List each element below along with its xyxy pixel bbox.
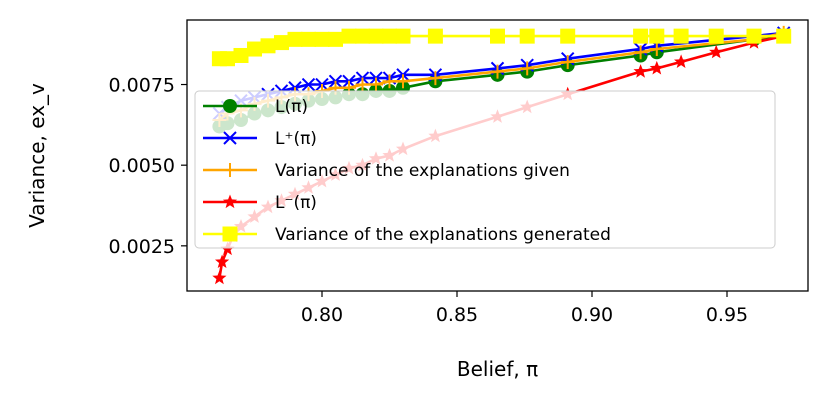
- series-3-point: [520, 61, 535, 76]
- legend-label: L(π): [275, 97, 308, 117]
- series-3-point: [560, 54, 575, 69]
- series-3-point: [382, 74, 397, 89]
- series-5-point: [708, 28, 724, 44]
- y-tick-label: 0.0025: [109, 236, 175, 258]
- series-3-point: [396, 74, 410, 89]
- series-5-point: [220, 51, 235, 67]
- x-tick-label: 0.90: [571, 304, 613, 326]
- series-5-point: [746, 28, 762, 44]
- legend-entry: Variance of the explanations given: [203, 161, 570, 181]
- legend-marker: [222, 194, 238, 209]
- x-axis-label: Belief, π: [457, 357, 538, 381]
- series-5-point: [328, 31, 343, 47]
- series-4-point: [215, 254, 230, 268]
- y-tick-label: 0.0050: [109, 155, 175, 177]
- series-3-point: [369, 77, 383, 92]
- series-3-point: [649, 42, 664, 57]
- legend-entry: Variance of the explanations generated: [203, 225, 611, 245]
- legend-marker: [222, 226, 238, 242]
- series-5-point: [633, 28, 649, 44]
- series-3-point: [490, 64, 505, 79]
- legend-label: Variance of the explanations generated: [275, 225, 611, 245]
- y-axis-ticks: 0.0025 0.0050 0.0075: [109, 75, 187, 258]
- series-5-point: [560, 28, 576, 44]
- legend-label: Variance of the explanations given: [275, 161, 570, 181]
- legend-label: L⁺(π): [275, 129, 317, 149]
- series-5-point: [649, 28, 665, 44]
- series-4-point: [212, 270, 227, 285]
- series-5-point: [368, 28, 384, 44]
- series-5-point: [776, 28, 792, 44]
- legend: L(π) L⁺(π) Variance of the explanations gi…: [194, 90, 776, 249]
- series-4-point: [649, 60, 664, 75]
- series-5-point: [355, 28, 370, 44]
- series-5-point: [490, 28, 505, 44]
- legend-marker: [223, 99, 237, 113]
- plot-frame: [186, 19, 809, 292]
- series-5-point: [314, 31, 330, 47]
- legend-box: [194, 90, 776, 249]
- series-5-point: [673, 28, 689, 44]
- series-4-point: [709, 44, 724, 59]
- legend-label: L⁻(π): [275, 193, 317, 213]
- legend-marker: [223, 163, 237, 177]
- legend-entry: L⁺(π): [203, 129, 317, 149]
- series-5-point: [427, 28, 443, 44]
- x-axis-ticks: 0.80 0.85 0.90 0.95: [301, 291, 748, 326]
- legend-entry: L(π): [203, 97, 308, 117]
- x-tick-label: 0.80: [301, 304, 343, 326]
- series-5-point: [260, 38, 276, 54]
- series-3-point: [633, 45, 648, 60]
- series-5-point: [247, 41, 262, 57]
- x-tick-label: 0.95: [706, 304, 748, 326]
- legend-marker: [223, 131, 237, 145]
- legend-entry: L⁻(π): [203, 193, 317, 213]
- series-5-point: [287, 31, 303, 47]
- series-3-point: [355, 77, 370, 92]
- series-2-point: [301, 77, 316, 92]
- series-5-point: [233, 47, 249, 63]
- series-5-point: [341, 28, 357, 44]
- x-tick-label: 0.85: [436, 304, 478, 326]
- series-5-point: [395, 28, 411, 44]
- series-5-point: [382, 28, 397, 44]
- series-5-point: [519, 28, 535, 44]
- series-5-point: [274, 35, 289, 51]
- series-4-point: [674, 54, 689, 68]
- series-5: [211, 28, 792, 67]
- y-axis-label: Variance, ex_v: [25, 83, 49, 228]
- y-tick-label: 0.0075: [109, 75, 175, 97]
- series-5-point: [301, 31, 316, 47]
- series-3-point: [428, 71, 443, 86]
- series-4-point: [633, 64, 648, 78]
